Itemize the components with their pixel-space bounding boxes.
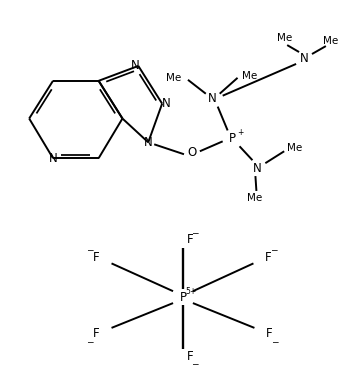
Text: N: N — [131, 59, 140, 72]
Text: 5+: 5+ — [185, 287, 196, 296]
Text: −: − — [86, 337, 93, 346]
Text: −: − — [191, 359, 199, 368]
Text: N: N — [300, 52, 308, 65]
Text: Me: Me — [323, 36, 339, 46]
Text: N: N — [208, 92, 217, 105]
Text: +: + — [237, 128, 244, 137]
Text: F: F — [265, 251, 272, 264]
Text: Me: Me — [247, 193, 262, 203]
Text: F: F — [93, 251, 100, 264]
Text: F: F — [187, 233, 193, 246]
Text: Me: Me — [287, 143, 303, 153]
Text: N: N — [253, 162, 262, 175]
Text: P: P — [179, 290, 187, 303]
Text: −: − — [270, 337, 278, 346]
Text: F: F — [187, 350, 193, 363]
Text: N: N — [144, 136, 153, 149]
Text: Me: Me — [242, 71, 257, 81]
Text: −: − — [270, 245, 277, 254]
Text: N: N — [162, 97, 170, 110]
Text: −: − — [86, 245, 93, 254]
Text: Me: Me — [166, 73, 181, 83]
Text: O: O — [187, 146, 196, 159]
Text: Me: Me — [277, 33, 292, 43]
Text: P: P — [229, 132, 236, 145]
Text: F: F — [266, 327, 273, 340]
Text: F: F — [93, 327, 100, 340]
Text: N: N — [49, 152, 57, 165]
Text: −: − — [191, 228, 199, 237]
